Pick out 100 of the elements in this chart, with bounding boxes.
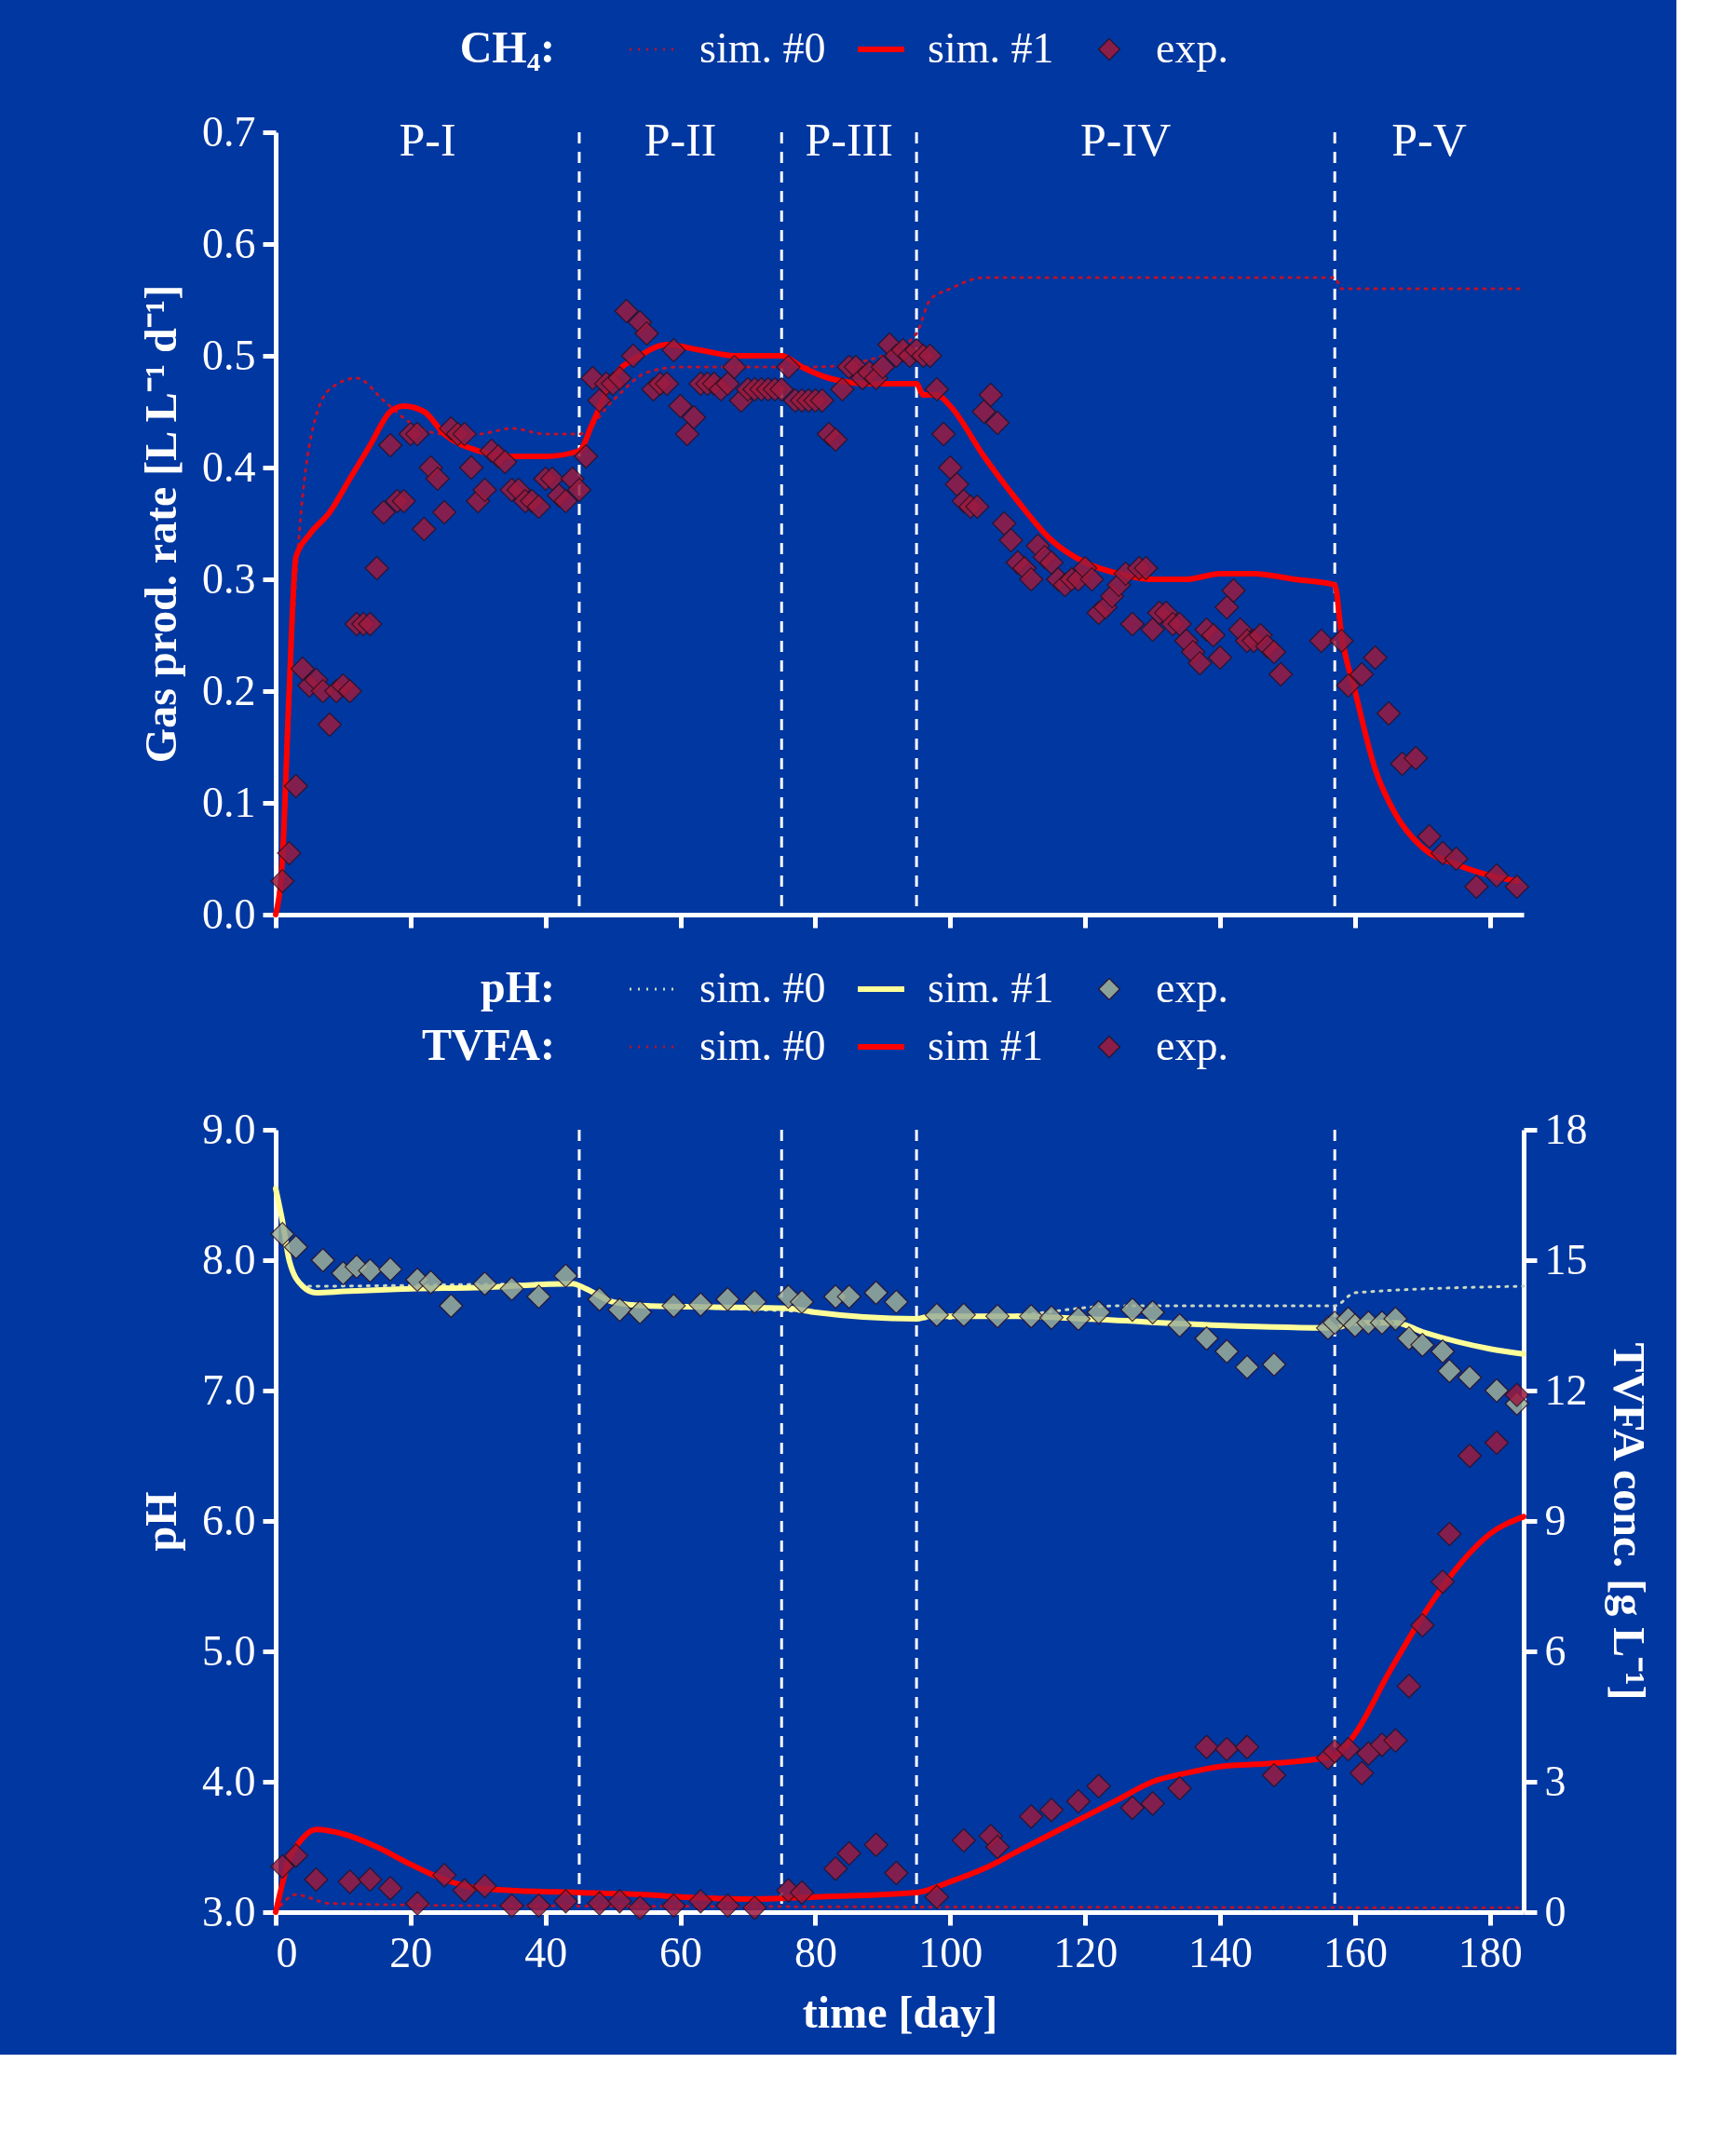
point	[270, 1221, 295, 1247]
x-tick-label: 180	[1458, 1928, 1523, 1976]
point	[499, 1893, 524, 1919]
point	[358, 1258, 383, 1283]
y-tick-label: 5.0	[202, 1626, 256, 1675]
x-tick-label: 20	[389, 1928, 433, 1976]
annotation: P-IV	[1080, 114, 1172, 167]
point	[553, 1889, 578, 1914]
x-tick-label: 80	[793, 1928, 837, 1976]
point	[1038, 1798, 1065, 1823]
point	[1356, 1741, 1381, 1766]
point	[304, 1866, 329, 1893]
y-tick-label: 0.7	[202, 107, 256, 156]
point	[1086, 1773, 1111, 1798]
point	[1410, 1332, 1435, 1358]
legend-label: sim #1	[928, 1022, 1043, 1069]
x-tick-label: 0	[276, 1928, 298, 1976]
point	[1065, 1306, 1091, 1332]
x-axis-title: time [day]	[802, 1987, 998, 2037]
y-tick-label: 3.0	[202, 1887, 256, 1935]
y-tick-label: 7.0	[202, 1365, 256, 1414]
point	[405, 1891, 430, 1916]
point	[924, 1302, 949, 1327]
y2-tick-label: 15	[1544, 1235, 1588, 1283]
point	[884, 1289, 909, 1314]
point	[283, 1234, 308, 1260]
point	[432, 1863, 457, 1888]
annotation: P-I	[399, 114, 456, 167]
point	[1410, 1612, 1435, 1638]
x-tick-label: 160	[1322, 1928, 1388, 1976]
point	[1214, 1736, 1240, 1762]
annotation: P-III	[805, 114, 893, 167]
legend-title: CH₄:	[459, 22, 555, 72]
point	[984, 1304, 1010, 1329]
x-tick-label: 100	[918, 1928, 983, 1976]
x-tick-label: 40	[524, 1928, 568, 1976]
x-tick-label: 120	[1053, 1928, 1119, 1976]
y-tick-label: 4.0	[202, 1757, 256, 1805]
y-axis-title: pH	[136, 1491, 185, 1552]
point	[1140, 1791, 1165, 1816]
text: pH:	[480, 962, 555, 1011]
legend-label: sim. #1	[928, 24, 1054, 72]
legend-label: sim. #0	[699, 1022, 826, 1069]
legend-label: sim. #0	[699, 964, 826, 1011]
point	[863, 1280, 888, 1306]
point	[587, 1286, 612, 1312]
legend-label: sim. #1	[928, 964, 1054, 1011]
point	[742, 1289, 767, 1314]
y-tick-label: 0.2	[202, 666, 256, 714]
point	[1086, 1299, 1111, 1325]
point	[1194, 1325, 1219, 1351]
point	[1484, 1430, 1510, 1456]
point	[1458, 1443, 1483, 1469]
point	[378, 1876, 403, 1901]
point	[742, 1895, 767, 1921]
point	[1194, 1734, 1219, 1759]
y2-tick-label: 12	[1544, 1365, 1588, 1414]
point	[661, 1893, 686, 1919]
point	[472, 1873, 497, 1899]
point	[439, 1293, 464, 1319]
point	[836, 1284, 861, 1310]
point	[1431, 1569, 1456, 1595]
point	[587, 1891, 612, 1916]
x-tick-label: 60	[659, 1928, 703, 1976]
point	[1504, 1382, 1529, 1407]
point	[1437, 1358, 1462, 1384]
point	[1383, 1306, 1408, 1332]
point	[1437, 1521, 1462, 1547]
legend-label: exp.	[1156, 964, 1228, 1011]
point	[499, 1276, 524, 1301]
y-axis-title: Gas prod. rate [L L⁻¹ d⁻¹]	[136, 284, 185, 764]
point	[452, 1878, 477, 1903]
point	[1119, 1297, 1145, 1323]
point	[1261, 1351, 1287, 1378]
y-tick-label: 0.5	[202, 331, 256, 379]
point	[1065, 1788, 1091, 1814]
y-tick-label: 8.0	[202, 1235, 256, 1283]
legend-label: sim. #0	[699, 24, 826, 72]
point	[924, 1884, 949, 1909]
point	[1214, 1338, 1240, 1364]
point	[1396, 1674, 1421, 1699]
y2-axis-title: TVFA conc. [g L⁻¹]	[1604, 1342, 1654, 1701]
point	[1349, 1760, 1375, 1785]
point	[628, 1299, 653, 1325]
point	[661, 1293, 686, 1319]
point	[472, 1271, 497, 1296]
point	[1383, 1728, 1408, 1753]
point	[526, 1284, 551, 1310]
point	[984, 1834, 1010, 1860]
point	[607, 1297, 632, 1323]
point	[715, 1286, 740, 1312]
legend-label: exp.	[1156, 1022, 1228, 1069]
x-tick-label: 140	[1188, 1928, 1254, 1976]
point	[337, 1869, 362, 1894]
y2-tick-label: 18	[1544, 1105, 1588, 1153]
point	[1019, 1804, 1044, 1829]
point	[1234, 1734, 1260, 1759]
point	[715, 1893, 740, 1919]
point	[628, 1895, 653, 1921]
y2-tick-label: 6	[1544, 1626, 1566, 1675]
